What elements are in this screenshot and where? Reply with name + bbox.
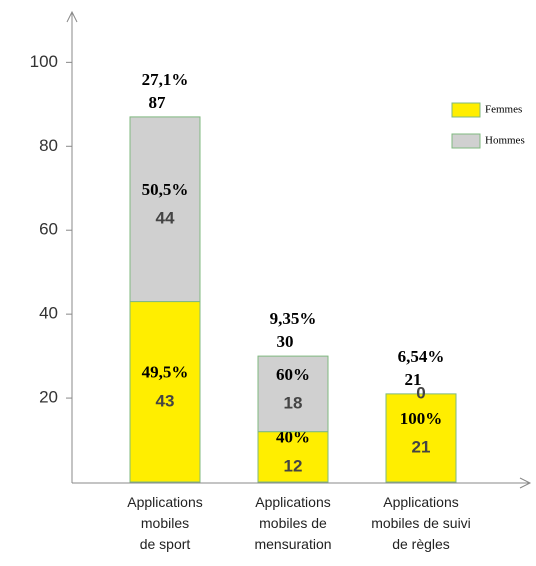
share-label: 40% <box>276 428 310 447</box>
total-share-label: 9,35% <box>270 309 317 328</box>
x-axis-arrow <box>519 477 532 489</box>
value-label: 12 <box>284 456 303 475</box>
total-share-label: 27,1% <box>142 70 189 89</box>
value-label: 21 <box>412 437 431 456</box>
x-tick-label: Applications mobiles de sport <box>127 494 203 552</box>
share-label: 60% <box>276 365 310 384</box>
value-label: 0 <box>416 383 425 402</box>
legend-swatch <box>451 102 481 118</box>
total-share-label: 6,54% <box>398 347 445 366</box>
y-tick-label: 40 <box>39 304 58 323</box>
value-label: 44 <box>156 209 175 228</box>
share-label: 50,5% <box>142 180 189 199</box>
bar-segment <box>129 116 201 303</box>
bar-segment <box>129 301 201 483</box>
y-tick-label: 80 <box>39 136 58 155</box>
y-axis-arrow <box>66 10 78 23</box>
y-tick-label: 20 <box>39 388 58 407</box>
x-tick-label: Applications mobiles de mensuration <box>254 494 332 552</box>
x-tick-label: Applications mobiles de suivi de règles <box>371 494 471 552</box>
legend-label: Femmes <box>485 104 522 116</box>
total-label: 30 <box>277 332 294 351</box>
legend-swatch <box>451 133 481 149</box>
y-tick-label: 60 <box>39 220 58 239</box>
value-label: 18 <box>284 393 303 412</box>
bar-segment <box>385 393 457 483</box>
share-label: 49,5% <box>142 363 189 382</box>
share-label: 100% <box>400 409 443 428</box>
total-label: 21 <box>405 370 422 389</box>
total-label: 87 <box>149 93 167 112</box>
y-tick-label: 100 <box>30 52 58 71</box>
legend-label: Hommes <box>485 135 525 147</box>
bar-segment <box>257 355 329 433</box>
value-label: 43 <box>156 391 175 410</box>
